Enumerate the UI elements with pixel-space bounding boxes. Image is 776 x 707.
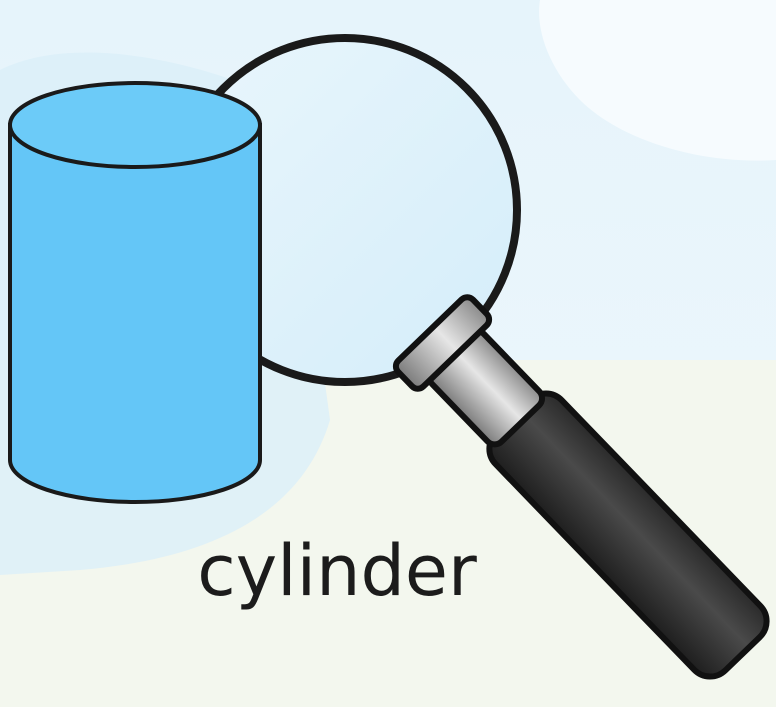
illustration: cylinder (0, 0, 776, 707)
cylinder-top (10, 83, 260, 167)
cylinder (10, 83, 260, 502)
caption: cylinder (197, 530, 477, 612)
page: cylinder (() => { const data = JSON.pars… (0, 0, 776, 707)
cylinder-body (10, 125, 260, 502)
